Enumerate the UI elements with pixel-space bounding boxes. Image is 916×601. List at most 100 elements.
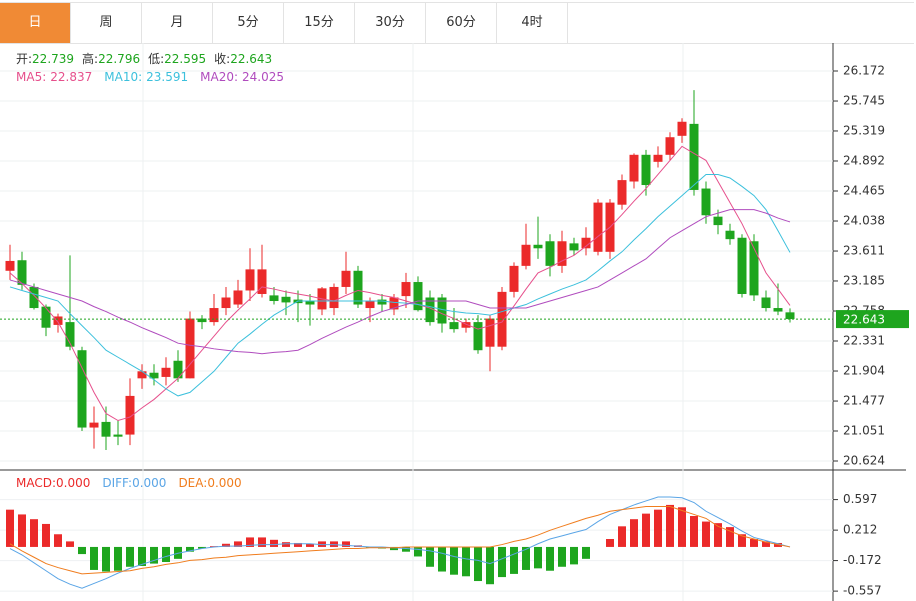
macd-bar: [258, 537, 266, 547]
candle-body: [161, 367, 171, 377]
candle-body: [197, 318, 207, 323]
info-value: 22.643: [230, 52, 272, 66]
period-tab[interactable]: 60分: [426, 3, 497, 43]
y-tick-label: 21.051: [843, 423, 885, 437]
legend-value: 0.000: [207, 476, 241, 490]
period-tabs: 日周月 5分 15分 30分 60分 4时: [0, 2, 914, 44]
macd-bar: [750, 539, 758, 547]
candle-body: [749, 241, 759, 296]
candle-body: [113, 434, 123, 437]
macd-bar: [282, 542, 290, 547]
macd-bar: [630, 519, 638, 547]
indicator-line: [9, 496, 791, 589]
macd-bar: [678, 507, 686, 547]
macd-bar: [78, 546, 86, 555]
macd-bar: [450, 546, 458, 575]
candle-body: [233, 290, 243, 305]
candle-body: [353, 270, 363, 305]
candle-body: [5, 260, 15, 271]
candle-body: [53, 316, 63, 325]
candle-body: [17, 260, 27, 285]
candle-body: [641, 154, 651, 186]
macd-bar: [222, 543, 230, 547]
legend-value: 0.000: [56, 476, 90, 490]
macd-bar: [558, 546, 566, 567]
y-tick-label: 22.331: [843, 334, 885, 348]
candle-body: [689, 123, 699, 190]
macd-bar: [186, 546, 194, 552]
candle-body: [557, 241, 567, 266]
legend-value: 23.591: [146, 70, 188, 84]
macd-bar: [702, 521, 710, 547]
candle-body: [761, 297, 771, 309]
period-tab[interactable]: 15分: [284, 3, 355, 43]
indicator-line: [9, 209, 791, 355]
candle-body: [485, 318, 495, 347]
indicator-line: [9, 505, 791, 575]
macd-bar: [162, 546, 170, 563]
candle-body: [569, 243, 579, 251]
period-tab[interactable]: 30分: [355, 3, 426, 43]
macd-bar: [402, 546, 410, 552]
candle-body: [773, 308, 783, 312]
candle-body: [701, 188, 711, 216]
candle-body: [785, 312, 795, 320]
y-tick-label: 25.319: [843, 123, 885, 137]
macd-bar: [546, 546, 554, 571]
macd-bar: [582, 546, 590, 559]
y-tick-label: 25.745: [843, 94, 885, 108]
period-tab[interactable]: 周: [71, 3, 142, 43]
candle-body: [365, 301, 375, 309]
period-tab[interactable]: 4时: [497, 3, 568, 43]
macd-bar: [246, 537, 254, 547]
macd-bar: [6, 509, 14, 547]
candle-body: [521, 244, 531, 266]
period-tab[interactable]: 5分: [213, 3, 284, 43]
legend-name: DEA:: [178, 476, 207, 490]
period-tab[interactable]: 日: [0, 3, 71, 43]
last-price-label: 22.643: [843, 313, 885, 327]
candle-body: [581, 237, 591, 249]
macd-bar: [726, 527, 734, 547]
candle-body: [437, 297, 447, 324]
macd-bar: [462, 546, 470, 577]
candle-body: [281, 296, 291, 303]
candle-body: [449, 322, 459, 330]
candle-body: [257, 269, 267, 294]
macd-bar: [414, 546, 422, 557]
macd-bar: [342, 541, 350, 547]
legend-value: 22.837: [50, 70, 92, 84]
macd-bar: [90, 546, 98, 570]
y-tick-label: 24.465: [843, 184, 885, 198]
macd-bar: [522, 546, 530, 570]
macd-bar: [294, 542, 302, 547]
macd-bar: [714, 523, 722, 547]
candle-body: [593, 202, 603, 252]
candle-body: [329, 286, 339, 309]
info-name: 低:: [148, 52, 164, 66]
legend-name: DIFF:: [102, 476, 132, 490]
macd-bar: [150, 546, 158, 564]
candle-body: [509, 265, 519, 292]
indicator-line: [9, 173, 791, 397]
macd-bar: [738, 534, 746, 547]
macd-bar: [426, 546, 434, 567]
legend-name: MA5:: [16, 70, 46, 84]
ohlc-info: 开:22.739 高:22.796 低:22.595 收:22.643: [16, 51, 272, 66]
candle-body: [677, 121, 687, 136]
macd-bar: [390, 546, 398, 551]
macd-bar: [18, 514, 26, 547]
candle-body: [65, 322, 75, 347]
y-tick-label: 20.624: [843, 454, 885, 468]
candle-body: [89, 422, 99, 428]
legend-value: 24.025: [242, 70, 284, 84]
period-tab[interactable]: 月: [142, 3, 213, 43]
info-value: 22.739: [32, 52, 74, 66]
candle-body: [665, 137, 675, 155]
macd-bar: [126, 546, 134, 567]
candle-body: [533, 244, 543, 249]
candle-body: [713, 216, 723, 226]
y-tick-label: 23.611: [843, 244, 885, 258]
candle-body: [305, 301, 315, 305]
macd-bar: [618, 526, 626, 547]
